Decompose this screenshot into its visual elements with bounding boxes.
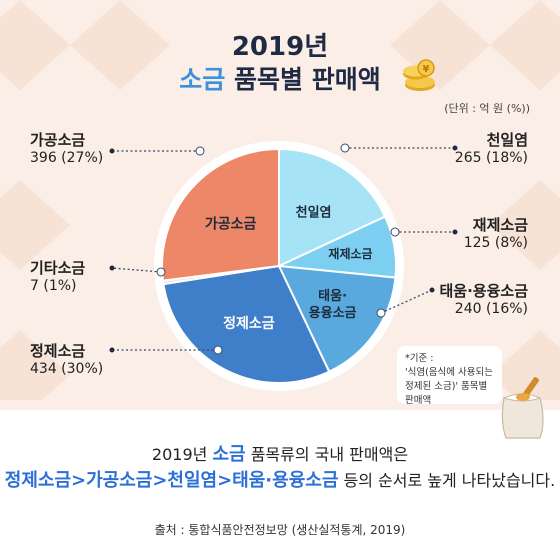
source-note: 출처 : 통합식품안전정보망 (생산실적통계, 2019) xyxy=(154,523,406,537)
leader-end-dot xyxy=(109,347,115,353)
label-value: 240 (16%) xyxy=(454,301,528,317)
summary-panel xyxy=(0,410,560,560)
label-value: 265 (18%) xyxy=(454,150,528,166)
label-name: 가공소금 xyxy=(30,131,86,149)
leader-dot xyxy=(376,308,386,318)
background-pattern xyxy=(0,0,560,400)
leader-line xyxy=(111,267,162,273)
criteria-line3: 정제된 소금)' 품목별 판매액 xyxy=(405,381,488,406)
leader-end-dot xyxy=(452,145,458,151)
leader-end-dot xyxy=(452,229,458,235)
label-value: 7 (1%) xyxy=(30,278,77,294)
pie-slice-label: 가공소금 xyxy=(205,216,257,232)
svg-text:¥: ¥ xyxy=(423,64,430,75)
leader-end-dot xyxy=(109,148,115,154)
summary-year: 2019년 xyxy=(151,445,208,464)
summary-text: 등의 순서로 높게 나타났습니다. xyxy=(343,471,556,490)
pie-slice xyxy=(278,147,387,268)
label-name: 재제소금 xyxy=(472,216,528,234)
label-gagong: 가공소금 396 (27%) xyxy=(30,131,103,167)
summary-highlight: 소금 xyxy=(212,444,246,465)
title-rest: 품목별 판매액 xyxy=(234,65,381,94)
label-name: 정제소금 xyxy=(30,342,86,360)
leader-end-dot xyxy=(109,265,115,271)
pie-slice-label: 천일염 xyxy=(296,204,332,220)
title-main: 소금 품목별 판매액 xyxy=(0,60,560,96)
pie-slice xyxy=(162,264,331,384)
pie-slice xyxy=(277,264,397,374)
pie-slice-label: 재제소금 xyxy=(328,247,372,261)
criteria-line2: '식염(음식에 사용되는 xyxy=(405,367,493,378)
criteria-line1: *기준 : xyxy=(405,353,434,364)
label-value: 434 (30%) xyxy=(30,361,104,377)
leader-dot xyxy=(195,146,205,156)
leader-dot xyxy=(390,227,400,237)
label-cheonil: 천일염 265 (18%) xyxy=(450,131,528,167)
summary-ranking: 정제소금>가공소금>천일염>태움·용융소금 xyxy=(4,470,339,491)
leader-dot xyxy=(340,143,350,153)
label-value: 125 (8%) xyxy=(463,235,528,251)
leader-line xyxy=(380,289,433,314)
summary-line2: 정제소금>가공소금>천일염>태움·용융소금 등의 순서로 높게 나타났습니다. xyxy=(0,466,560,492)
salt-bag-icon xyxy=(501,377,544,439)
title-year: 2019년 xyxy=(231,32,329,62)
label-jaeje: 재제소금 125 (8%) xyxy=(450,216,528,252)
leader-dot xyxy=(156,267,166,277)
label-jeongje: 정제소금 434 (30%) xyxy=(30,342,103,378)
unit-note: (단위 : 억 원 (%)) xyxy=(444,102,530,115)
coins-icon: ¥ xyxy=(403,59,435,91)
pie-slice-label: 정제소금 xyxy=(223,315,275,332)
criteria-note: *기준 : '식염(음식에 사용되는 정제된 소금)' 품목별 판매액 xyxy=(397,346,502,406)
label-taeum: 태움·용융소금 240 (16%) xyxy=(420,282,529,318)
leader-dot xyxy=(213,345,223,355)
pie-slice-label: 태움· 용융소금 xyxy=(309,288,357,321)
title-highlight: 소금 xyxy=(179,65,226,94)
label-name: 태움·용융소금 xyxy=(439,282,529,300)
pie-slice xyxy=(161,147,280,282)
leader-end-dot xyxy=(429,287,435,293)
summary-text: 품목류의 국내 판매액은 xyxy=(250,445,409,464)
label-gita: 기타소금 7 (1%) xyxy=(30,259,85,295)
summary-line1: 2019년 소금 품목류의 국내 판매액은 xyxy=(0,440,560,466)
label-value: 396 (27%) xyxy=(30,150,104,166)
label-name: 기타소금 xyxy=(30,259,86,277)
label-name: 천일염 xyxy=(486,131,528,149)
